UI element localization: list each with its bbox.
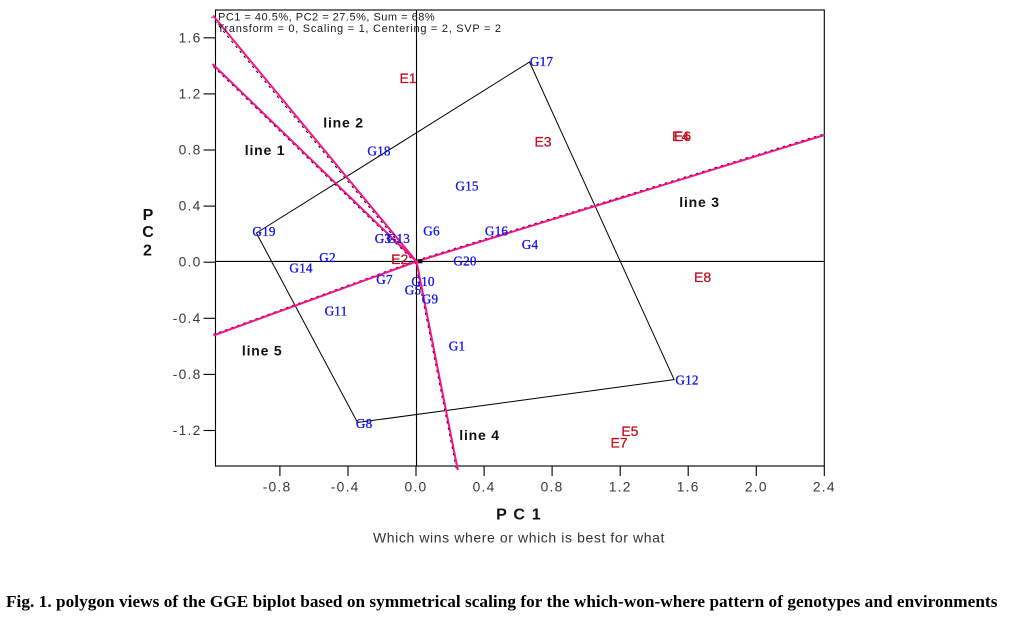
svg-text:line 3: line 3 <box>679 194 720 210</box>
svg-text:G18: G18 <box>367 144 391 159</box>
svg-text:G9: G9 <box>422 292 439 307</box>
svg-text:G4: G4 <box>522 237 539 252</box>
svg-text:-1.2: -1.2 <box>173 423 202 438</box>
svg-text:G12: G12 <box>675 373 698 388</box>
svg-text:P: P <box>143 207 154 224</box>
svg-text:1.2: 1.2 <box>609 480 632 495</box>
svg-text:0.8: 0.8 <box>541 480 564 495</box>
svg-text:G20: G20 <box>453 254 477 269</box>
svg-text:E6: E6 <box>674 128 691 144</box>
svg-text:line 5: line 5 <box>242 342 283 358</box>
svg-text:P C 1: P C 1 <box>496 507 542 524</box>
svg-text:0.4: 0.4 <box>473 480 496 495</box>
svg-text:Fig. 1. polygon views of the G: Fig. 1. polygon views of the GGE biplot … <box>6 592 998 611</box>
svg-text:-0.4: -0.4 <box>173 311 202 326</box>
svg-text:0.4: 0.4 <box>179 199 202 214</box>
svg-text:G19: G19 <box>252 224 276 239</box>
svg-text:1.2: 1.2 <box>179 86 202 101</box>
svg-text:E2: E2 <box>391 251 408 267</box>
svg-text:E8: E8 <box>694 269 711 285</box>
svg-text:G13: G13 <box>387 231 411 246</box>
svg-text:2: 2 <box>143 243 152 260</box>
svg-text:G7: G7 <box>376 272 393 287</box>
svg-text:G1: G1 <box>449 339 466 354</box>
svg-text:G15: G15 <box>455 179 479 194</box>
svg-text:0.0: 0.0 <box>405 480 428 495</box>
svg-text:-0.8: -0.8 <box>173 367 202 382</box>
svg-text:-0.4: -0.4 <box>331 480 360 495</box>
svg-text:G3: G3 <box>375 231 392 246</box>
svg-text:G16: G16 <box>485 224 509 239</box>
svg-text:C: C <box>142 224 154 241</box>
svg-text:0.8: 0.8 <box>179 143 202 158</box>
svg-text:G2: G2 <box>319 250 336 265</box>
svg-text:line 1: line 1 <box>245 142 286 158</box>
svg-text:E1: E1 <box>399 70 416 86</box>
svg-text:line 2: line 2 <box>323 114 364 130</box>
svg-text:E7: E7 <box>610 435 627 451</box>
svg-text:2.4: 2.4 <box>813 480 836 495</box>
svg-text:Transform = 0, Scaling = 1, Ce: Transform = 0, Scaling = 1, Centering = … <box>218 23 502 35</box>
svg-text:-0.8: -0.8 <box>263 480 292 495</box>
svg-text:G17: G17 <box>530 54 554 69</box>
svg-text:E5: E5 <box>621 423 638 439</box>
svg-text:G11: G11 <box>325 304 348 319</box>
svg-text:PC1 = 40.5%, PC2 = 27.5%, Sum: PC1 = 40.5%, PC2 = 27.5%, Sum = 68% <box>218 11 435 23</box>
svg-text:1.6: 1.6 <box>179 30 202 45</box>
svg-text:Which wins where or which is b: Which wins where or which is best for wh… <box>373 529 665 545</box>
svg-text:G5: G5 <box>405 283 422 298</box>
svg-text:G14: G14 <box>289 261 313 276</box>
svg-text:G8: G8 <box>356 416 373 431</box>
svg-text:2.0: 2.0 <box>745 480 768 495</box>
svg-text:G10: G10 <box>411 274 435 289</box>
svg-text:E3: E3 <box>534 134 551 150</box>
svg-text:0.0: 0.0 <box>179 255 202 270</box>
svg-text:G6: G6 <box>423 224 440 239</box>
svg-text:1.6: 1.6 <box>677 480 700 495</box>
svg-text:line 4: line 4 <box>459 427 500 443</box>
svg-text:E4: E4 <box>672 128 689 144</box>
